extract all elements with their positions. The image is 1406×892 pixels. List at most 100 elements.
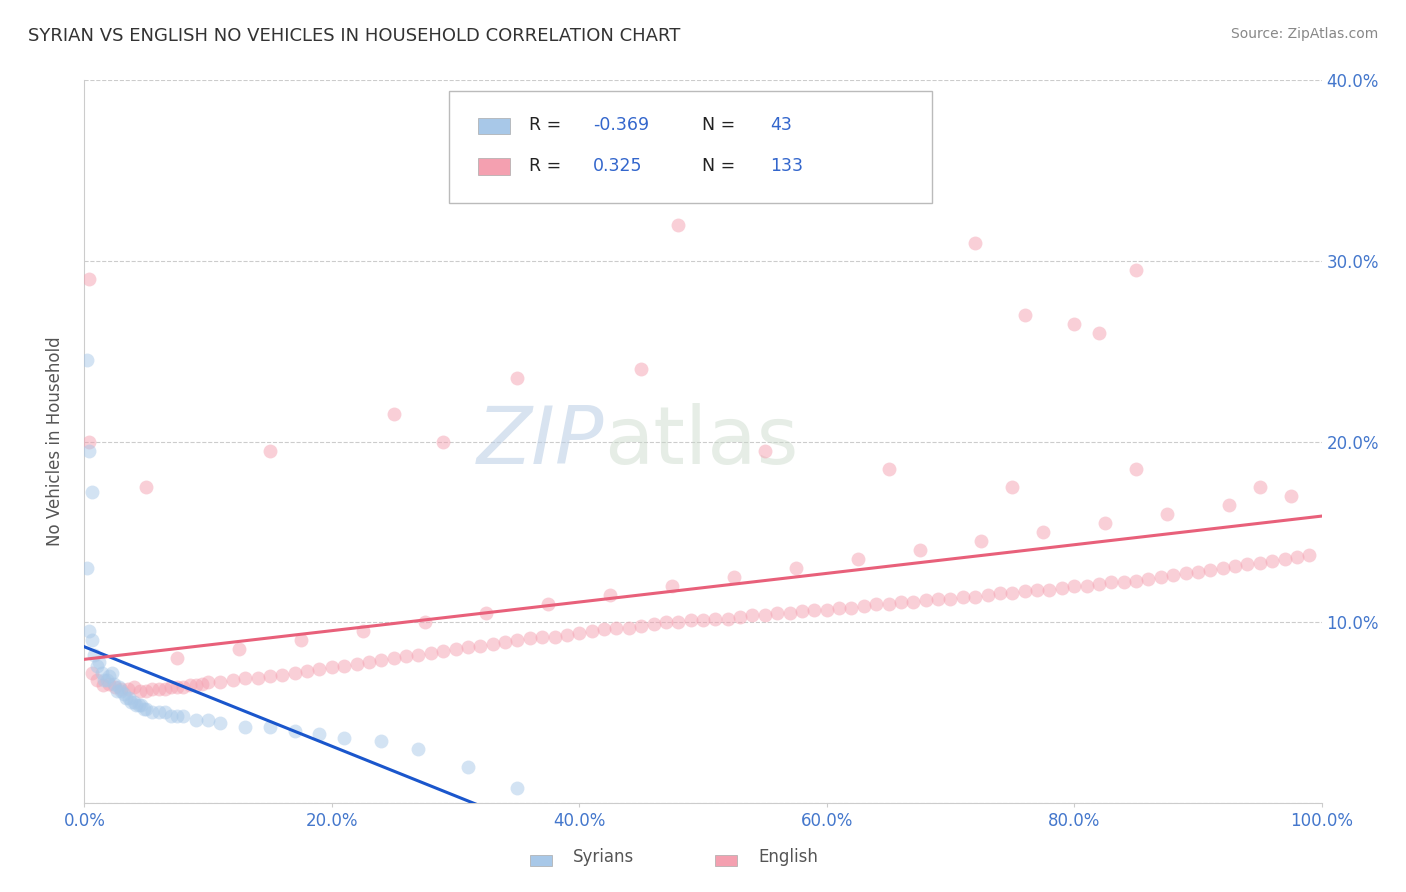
Point [970, 533, 993, 548]
Point [803, 602, 825, 616]
Point [118, 691, 141, 706]
Point [790, 604, 813, 618]
Point [841, 600, 863, 615]
Text: Syrians: Syrians [574, 848, 634, 866]
Point [408, 741, 430, 756]
Text: 43: 43 [770, 116, 792, 134]
Point [90, 665, 112, 680]
FancyBboxPatch shape [478, 158, 510, 175]
Point [141, 706, 163, 720]
Point [408, 648, 430, 662]
Point [988, 586, 1011, 600]
Point [1094, 516, 1116, 530]
Point [308, 662, 330, 676]
Point [284, 723, 307, 738]
Point [1279, 489, 1302, 503]
Point [481, 637, 503, 651]
Point [382, 408, 405, 422]
Point [105, 683, 128, 698]
Point [83, 648, 105, 662]
Point [965, 590, 987, 604]
Point [233, 671, 256, 685]
Point [80, 485, 103, 500]
Point [661, 579, 683, 593]
Point [76, 353, 98, 368]
Point [939, 591, 962, 606]
Point [1038, 582, 1060, 597]
FancyBboxPatch shape [716, 855, 737, 865]
Point [1223, 559, 1246, 574]
Point [80, 665, 103, 680]
Point [103, 676, 125, 690]
Point [112, 687, 135, 701]
Point [630, 362, 652, 376]
Point [506, 781, 529, 796]
Point [1014, 584, 1036, 599]
Point [908, 542, 931, 557]
Point [506, 371, 529, 385]
Point [1088, 326, 1111, 340]
Point [382, 651, 405, 665]
Point [259, 443, 281, 458]
Point [346, 657, 368, 671]
Point [172, 680, 194, 694]
Point [233, 720, 256, 734]
Point [135, 702, 157, 716]
Point [271, 667, 294, 681]
Point [779, 606, 801, 620]
Point [135, 480, 157, 494]
Point [543, 630, 565, 644]
Point [352, 624, 374, 639]
Point [191, 676, 214, 690]
Point [630, 619, 652, 633]
Point [184, 678, 207, 692]
Point [555, 628, 578, 642]
Point [1125, 461, 1147, 475]
Point [197, 713, 219, 727]
Point [1174, 566, 1197, 581]
Point [166, 709, 188, 723]
Point [741, 607, 763, 622]
Point [568, 626, 591, 640]
Point [100, 665, 122, 680]
Point [1063, 317, 1085, 331]
Point [89, 655, 111, 669]
Text: atlas: atlas [605, 402, 799, 481]
Point [153, 706, 176, 720]
Point [1274, 552, 1296, 566]
Point [537, 597, 560, 611]
Point [581, 624, 603, 639]
Point [1150, 570, 1173, 584]
Point [766, 606, 789, 620]
Point [197, 674, 219, 689]
Point [828, 600, 851, 615]
Point [1156, 507, 1178, 521]
Point [76, 561, 98, 575]
Text: R =: R = [529, 116, 567, 134]
Point [1125, 263, 1147, 277]
Point [86, 658, 108, 673]
Point [890, 595, 912, 609]
Point [666, 615, 689, 630]
Point [965, 235, 987, 250]
Point [599, 588, 621, 602]
Point [1001, 586, 1024, 600]
Point [148, 681, 170, 696]
Point [679, 613, 702, 627]
Point [1125, 574, 1147, 588]
Point [432, 434, 454, 449]
Point [1050, 581, 1073, 595]
FancyBboxPatch shape [478, 118, 510, 135]
Point [1285, 550, 1308, 565]
Point [1063, 579, 1085, 593]
Point [284, 665, 307, 680]
Point [370, 734, 392, 748]
Point [785, 561, 807, 575]
Point [122, 680, 145, 694]
Point [815, 602, 838, 616]
Point [666, 218, 689, 232]
Point [506, 633, 529, 648]
Point [357, 655, 380, 669]
Point [228, 642, 250, 657]
Point [1014, 308, 1036, 322]
